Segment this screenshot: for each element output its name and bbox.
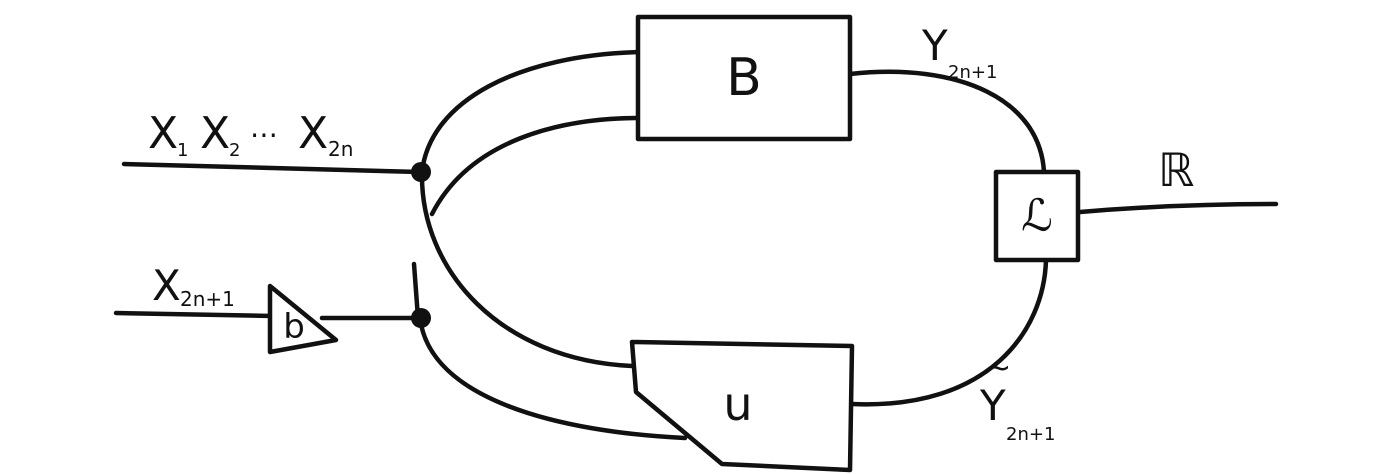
label-y-output: Y 2n+1 <box>921 21 997 83</box>
label-x2n1-letter: X <box>152 261 181 310</box>
block-L: ℒ <box>993 169 1081 263</box>
wire-B-to-L <box>847 69 1047 175</box>
block-L-label: ℒ <box>1021 191 1053 242</box>
label-y-letter: Y <box>921 21 948 70</box>
input-wire-x-last <box>113 310 275 319</box>
block-b-label: b <box>283 307 305 347</box>
label-y-tilde-mark: ~ <box>986 351 1011 386</box>
label-x-sequence: X 1 X 2 ⋯ X 2n <box>148 108 353 161</box>
label-x2n1-sub: 2n+1 <box>180 287 235 311</box>
wire-junction2-to-U <box>417 315 688 441</box>
label-y-sub: 2n+1 <box>948 62 997 83</box>
label-x2n-sub: 2n <box>328 137 353 161</box>
block-B-label: B <box>726 48 762 108</box>
label-y-tilde-output: ~ Y 2n+1 <box>979 351 1055 445</box>
wire-U-to-L <box>849 257 1049 407</box>
block-b: b <box>267 283 339 355</box>
input-wire-x-sequence <box>121 161 423 175</box>
label-x1-letter: X <box>148 108 178 159</box>
label-y-tilde-sub: 2n+1 <box>1006 424 1055 445</box>
block-U: u <box>629 339 855 473</box>
wire-junction1-to-B-lower <box>429 115 643 217</box>
label-output-R: ℝ <box>1158 143 1194 197</box>
label-x2-letter: X <box>200 108 230 159</box>
junction-dot-top <box>411 162 431 182</box>
block-U-label: u <box>723 377 752 431</box>
output-wire-R <box>1077 201 1279 215</box>
junction-dot-bottom <box>411 308 431 328</box>
label-x1-sub: 1 <box>177 140 188 161</box>
label-y-tilde-letter: Y <box>979 381 1006 430</box>
label-ellipsis: ⋯ <box>250 118 278 151</box>
wire-junction1-to-B-upper <box>419 49 643 175</box>
block-B: B <box>635 14 853 142</box>
label-x-last: X 2n+1 <box>152 261 235 311</box>
label-x2n-letter: X <box>298 108 328 159</box>
label-x2-sub: 2 <box>229 140 240 161</box>
wire-junction1-to-U <box>419 169 635 369</box>
